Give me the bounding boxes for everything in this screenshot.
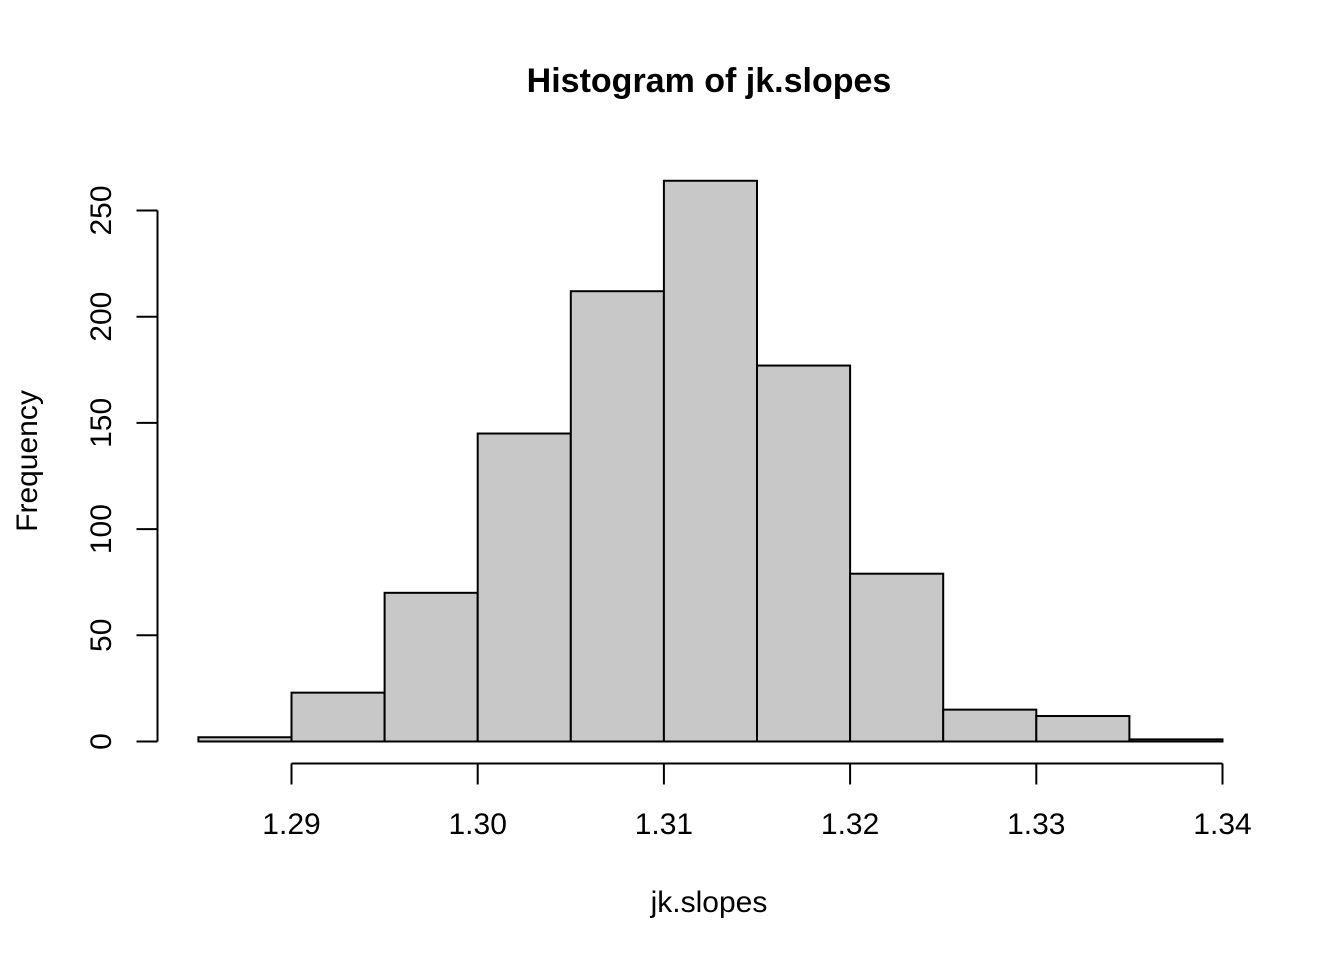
chart-title: Histogram of jk.slopes [527,62,892,100]
histogram-bar [476,432,572,743]
y-tick-label: 200 [85,292,118,342]
histogram-bar [1128,738,1224,743]
y-tick-label: 150 [85,398,118,448]
y-axis-label: Frequency [11,390,44,532]
histogram-bar [383,591,479,743]
x-tick-label: 1.33 [1007,808,1065,841]
x-tick-label: 1.34 [1193,808,1251,841]
histogram-bar [662,179,759,743]
histogram-bar [290,691,386,743]
histogram-bar [756,364,852,743]
x-axis: 1.29 1.30 1.31 1.32 1.33 1.34 [262,762,1252,841]
x-tick-label: 1.30 [449,808,507,841]
histogram-bar [197,736,293,743]
histogram-bar [849,572,945,743]
bars-group [197,179,1224,743]
y-tick-label: 100 [85,504,118,554]
histogram-bar [1035,715,1131,743]
histogram-bar [942,708,1038,743]
x-tick-label: 1.32 [821,808,879,841]
histogram-bar [569,290,665,743]
y-tick-label: 0 [85,733,118,750]
x-tick-label: 1.29 [262,808,320,841]
x-tick-label: 1.31 [635,808,693,841]
x-axis-label: jk.slopes [650,886,768,919]
y-axis: 0 50 100 150 200 250 [85,185,159,750]
y-tick-label: 50 [85,619,118,652]
y-tick-label: 250 [85,185,118,235]
